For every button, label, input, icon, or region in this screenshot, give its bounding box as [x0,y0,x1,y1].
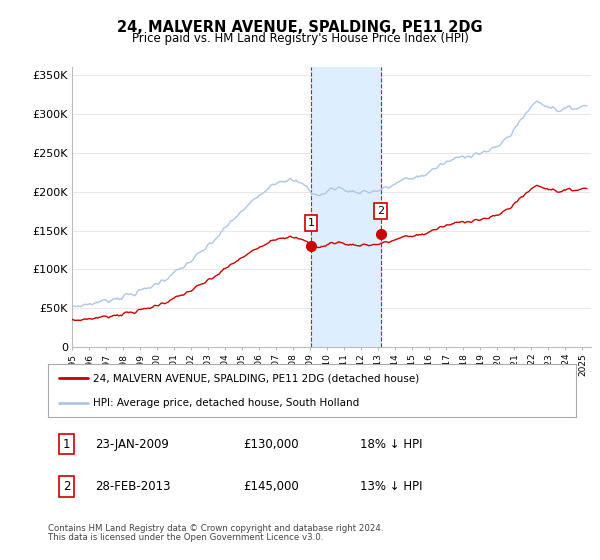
Text: 24, MALVERN AVENUE, SPALDING, PE11 2DG: 24, MALVERN AVENUE, SPALDING, PE11 2DG [117,20,483,35]
Text: £130,000: £130,000 [244,438,299,451]
Text: HPI: Average price, detached house, South Holland: HPI: Average price, detached house, Sout… [93,398,359,408]
Text: Contains HM Land Registry data © Crown copyright and database right 2024.: Contains HM Land Registry data © Crown c… [48,524,383,533]
Text: 13% ↓ HPI: 13% ↓ HPI [359,480,422,493]
Text: 18% ↓ HPI: 18% ↓ HPI [359,438,422,451]
Text: 28-FEB-2013: 28-FEB-2013 [95,480,171,493]
Bar [311,67,380,347]
Text: 1: 1 [308,218,314,228]
Text: 23-JAN-2009: 23-JAN-2009 [95,438,169,451]
Text: Price paid vs. HM Land Registry's House Price Index (HPI): Price paid vs. HM Land Registry's House … [131,32,469,45]
Text: 2: 2 [63,480,70,493]
Text: £145,000: £145,000 [244,480,299,493]
Text: 24, MALVERN AVENUE, SPALDING, PE11 2DG (detached house): 24, MALVERN AVENUE, SPALDING, PE11 2DG (… [93,374,419,384]
Text: 1: 1 [63,438,70,451]
Text: 2: 2 [377,206,384,216]
Text: This data is licensed under the Open Government Licence v3.0.: This data is licensed under the Open Gov… [48,533,323,542]
